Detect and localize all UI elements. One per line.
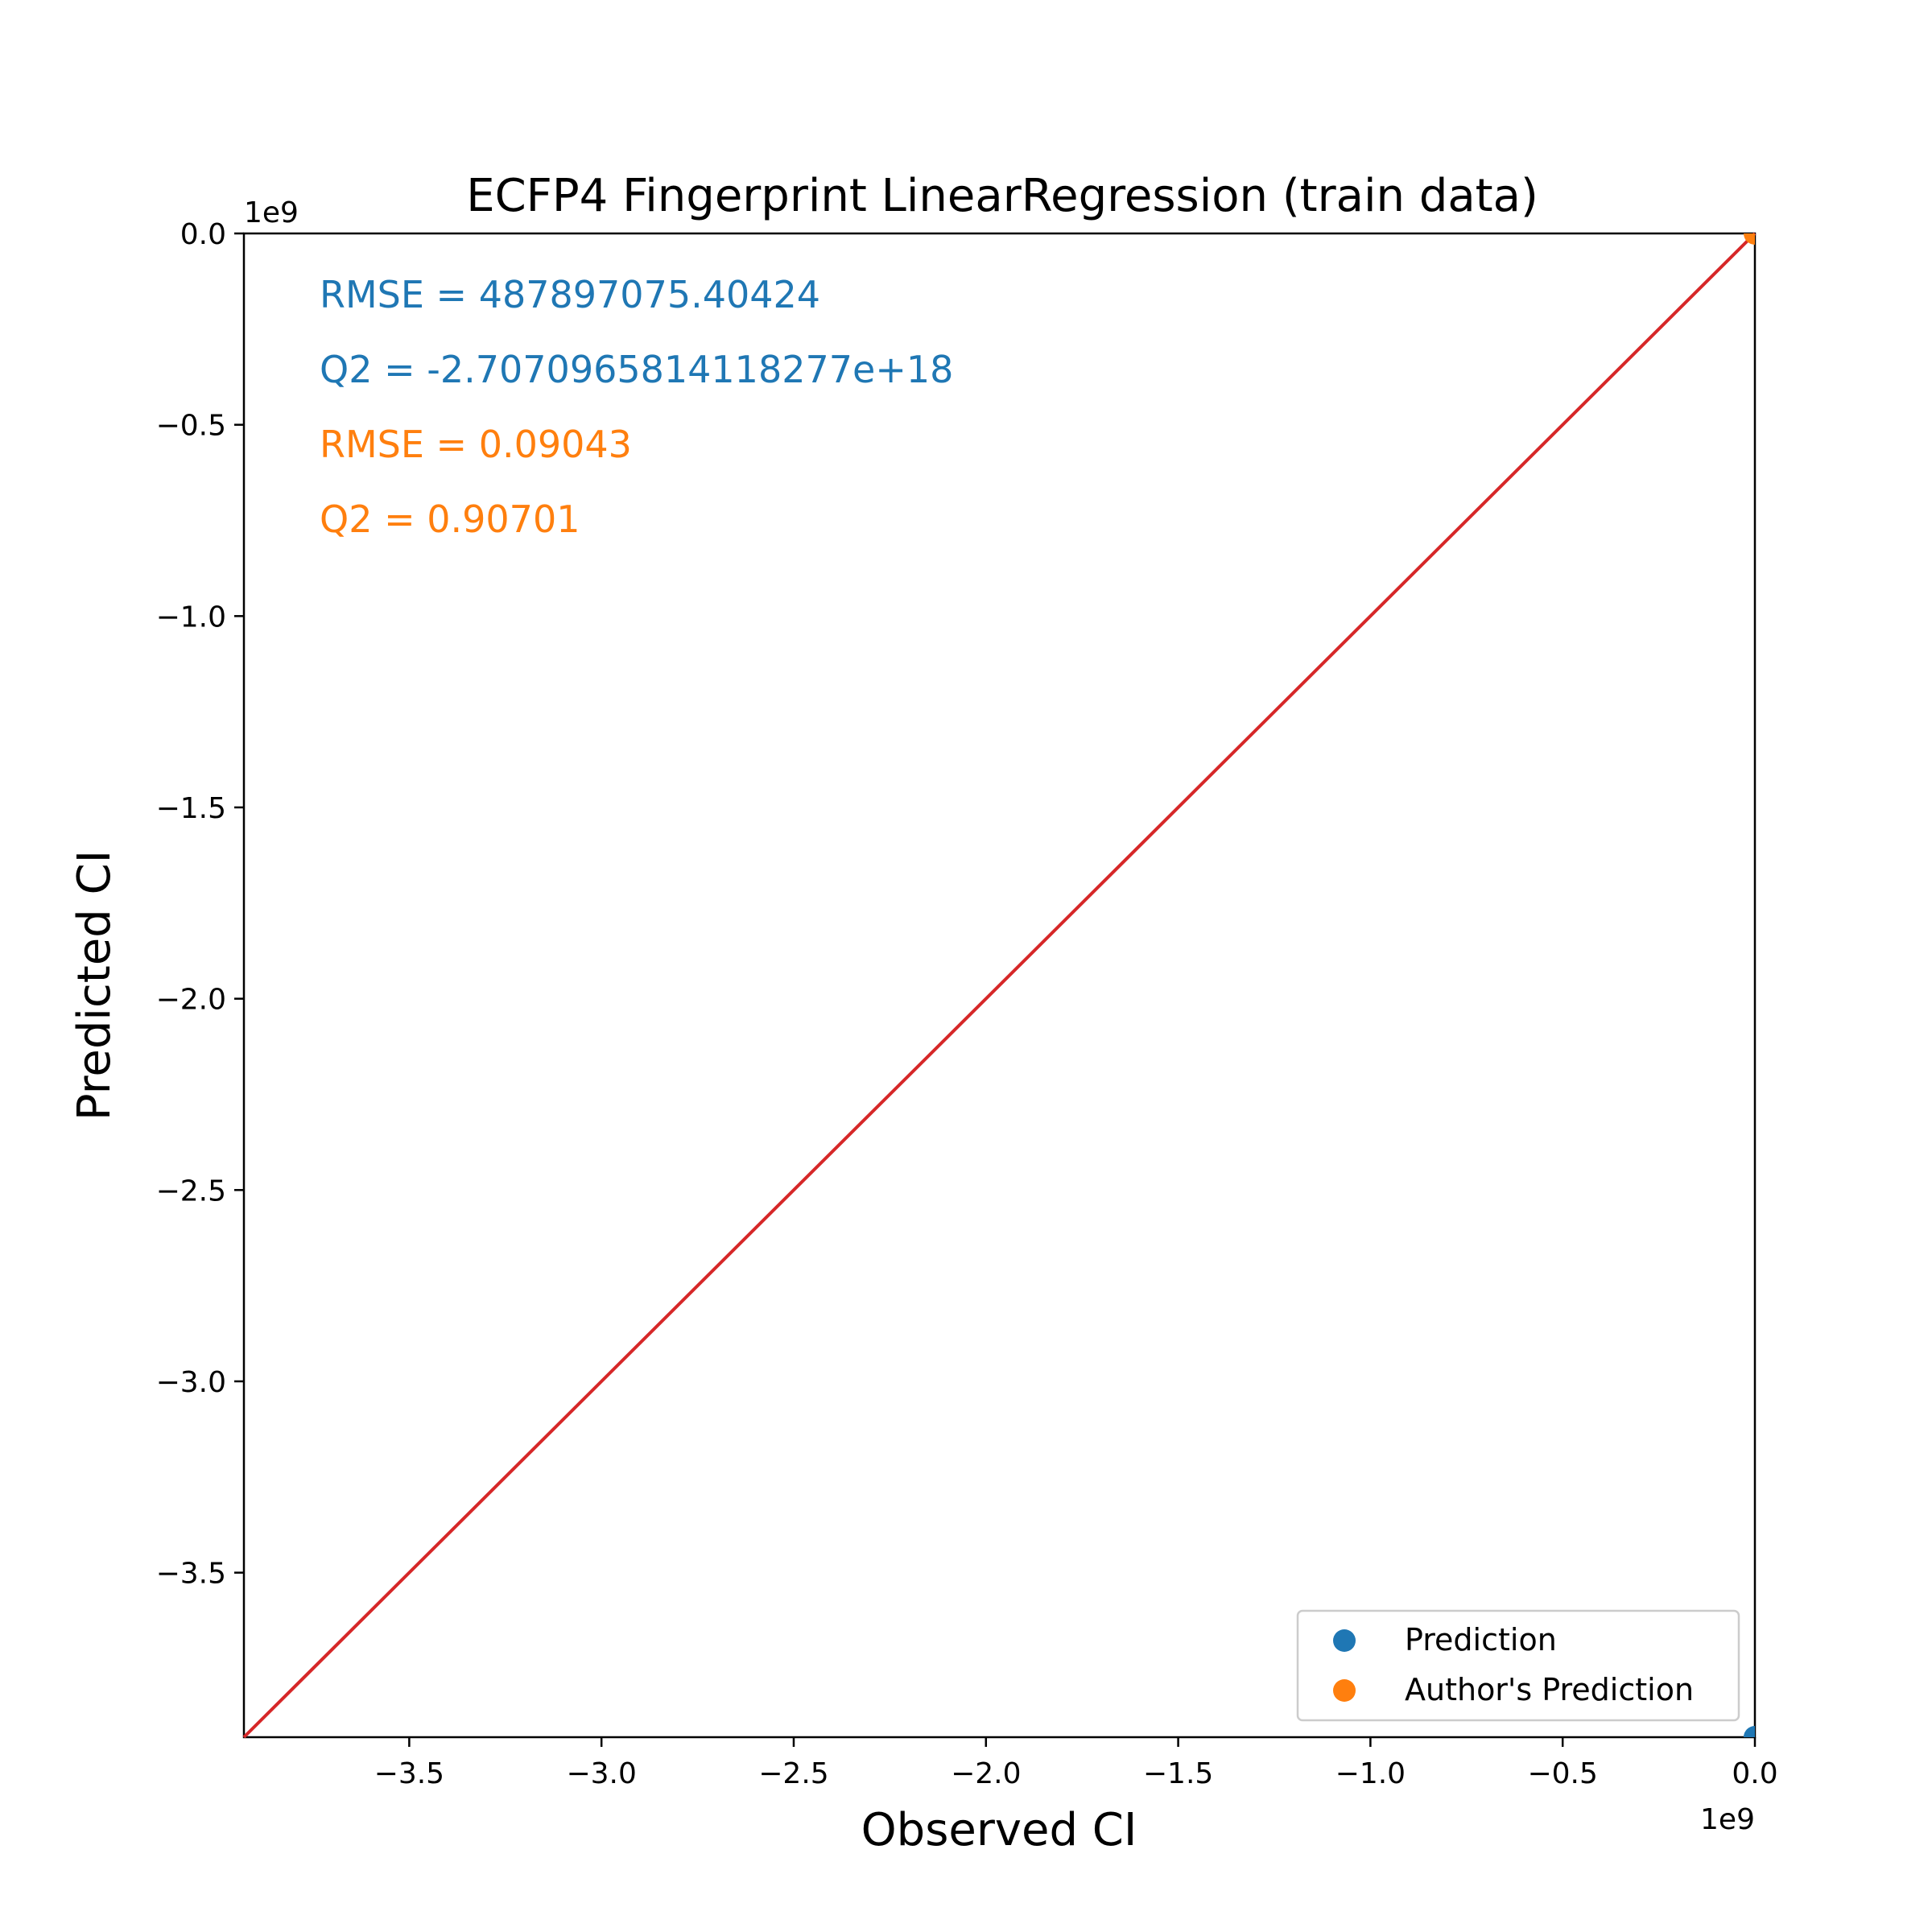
y-axis-label: Predicted CI — [68, 850, 121, 1121]
x-tick-label: −0.5 — [1527, 1757, 1597, 1790]
y-tick-label: −1.0 — [156, 601, 226, 634]
x-tick-label: 0.0 — [1732, 1757, 1777, 1790]
y-tick-label: −1.5 — [156, 792, 226, 825]
legend-box — [1296, 1609, 1740, 1722]
x-tick-label: −2.5 — [758, 1757, 828, 1790]
legend-label-author-prediction: Author's Prediction — [1405, 1672, 1694, 1707]
x-tick-label: −2.0 — [951, 1757, 1021, 1790]
y-tick-label: −2.5 — [156, 1174, 226, 1208]
legend: Prediction Author's Prediction — [1296, 1609, 1740, 1722]
x-tick-label: −3.0 — [566, 1757, 636, 1790]
metric-annotation: Q2 = -2.7070965814118277e+18 — [320, 348, 953, 391]
y-tick-label: −0.5 — [156, 410, 226, 443]
axes-frame — [242, 232, 1757, 1739]
x-tick-label: −1.5 — [1143, 1757, 1213, 1790]
x-tick-label: −1.0 — [1335, 1757, 1406, 1790]
legend-label-prediction: Prediction — [1405, 1622, 1557, 1657]
y-tick-label: 0.0 — [180, 218, 226, 251]
metric-annotation: Q2 = 0.90701 — [320, 497, 580, 541]
annotations: RMSE = 487897075.40424 Q2 = -2.7070965814… — [320, 273, 953, 541]
legend-marker-author-prediction — [1333, 1679, 1356, 1702]
x-axis-label: Observed CI — [861, 1804, 1137, 1856]
y-axis: 0.0 −0.5 −1.0 −1.5 −2.0 −2.5 −3.0 −3.5 — [156, 218, 244, 1591]
x-offset-label: 1e9 — [1700, 1803, 1755, 1836]
legend-marker-prediction — [1333, 1629, 1356, 1652]
y-tick-label: −2.0 — [156, 984, 226, 1017]
data-point-prediction — [1744, 1726, 1755, 1737]
metric-annotation: RMSE = 0.09043 — [320, 423, 632, 466]
y-tick-label: −3.5 — [156, 1558, 226, 1591]
series-layer — [242, 232, 1757, 1739]
identity-line — [242, 232, 1757, 1739]
plot-area — [242, 232, 1757, 1739]
y-tick-label: −3.0 — [156, 1366, 226, 1399]
chart-title: ECFP4 Fingerprint LinearRegression (trai… — [466, 170, 1538, 222]
data-point-author-prediction — [1744, 233, 1755, 245]
metric-annotation: RMSE = 487897075.40424 — [320, 273, 820, 316]
x-axis: −3.5 −3.0 −2.5 −2.0 −1.5 −1.0 −0.5 0.0 — [374, 1737, 1778, 1790]
y-offset-label: 1e9 — [244, 196, 299, 229]
x-tick-label: −3.5 — [374, 1757, 444, 1790]
